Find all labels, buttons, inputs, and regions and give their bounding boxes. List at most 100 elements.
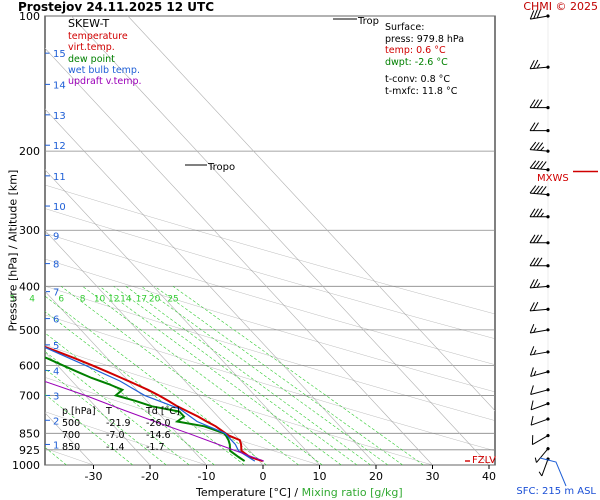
dry-adiabat [45,232,495,365]
wind-barb [529,122,550,133]
x-axis-title-temp: Temperature [°C] / [196,486,302,499]
barb-station [546,433,550,438]
pressure-tick-label: 400 [19,280,40,293]
pressure-tick-label: 1000 [12,459,40,472]
isotherm-line [45,290,207,465]
barb-flag [533,208,539,218]
barb-flag [529,208,536,218]
isotherm-line [45,230,264,465]
barb-flag [533,9,538,19]
altitude-tick-label: 7 [53,288,59,299]
mixing-ratio-label: 3 [9,294,15,304]
barb-half [533,327,537,333]
barb-flag [529,10,535,20]
isotherm-line [45,169,320,465]
barb-station [546,14,550,18]
temp-tick-label: -10 [198,470,216,483]
pressure-tick-label: 925 [19,444,40,457]
barb-flag [529,234,536,244]
temp-tick-label: 30 [426,470,440,483]
y-axis-title: Pressure [hPa] / Altitude [km] [6,169,20,332]
wind-barb [530,385,550,395]
dry-adiabat [45,344,433,465]
barb-flag [529,185,537,194]
mixing-ratio-label: 17 [136,294,147,304]
barb-flag [533,278,539,288]
barb-flag [540,161,547,170]
isotherm-line [45,108,377,465]
legend-item-updraft: updraft v.temp. [68,76,142,88]
barb-flag [531,435,534,445]
mixing-ratio-label: 14 [120,294,132,304]
x-axis-title: Temperature [°C] / Mixing ratio [g/kg] [196,486,403,499]
altitude-tick-label: 11 [53,172,66,183]
barb-station [546,350,550,354]
barb-flag [529,302,535,312]
mixing-ratio-label: 25 [167,294,178,304]
table-row: 700 -7.0 -14.6 [62,430,171,441]
barb-staff [530,389,549,395]
wind-barb [530,400,550,411]
barb-staff [532,435,549,446]
surface-dwpt: dwpt: -2.6 °C [385,56,448,68]
barb-flag [536,208,543,218]
wind-barb [529,301,550,312]
barb-staff [530,371,549,377]
wind-barb [529,234,550,245]
table-row: 500 -21.9 -26.0 [62,418,171,429]
barb-flag [533,59,539,69]
barb-flag [529,279,535,289]
level-table: p [hPa] T Td [°C] 500 -21.9 -26.0 700 -7.0 -14… [62,406,186,454]
pressure-tick-label: 500 [19,324,40,337]
barb-station [546,65,550,69]
barb-half [540,146,545,151]
updraft-curve [45,380,265,462]
barb-half [536,282,541,288]
mixing-ratio-line [154,286,403,465]
mixing-ratio-line [141,286,389,465]
pressure-tick-label: 600 [19,359,40,372]
surface-press: press: 979.8 hPa [385,33,465,45]
barb-station [546,193,550,197]
barb-flag [530,367,534,377]
wet-bulb-curve [45,346,256,462]
barb-staff [530,15,549,20]
temp-tick-label: 20 [369,470,383,483]
isotherm-line [45,47,433,465]
barb-flag [533,142,540,151]
temp-tick-label: 40 [482,470,496,483]
altitude-tick-label: 13 [53,111,66,122]
mixing-ratio-line [61,286,299,465]
barb-flag [533,257,539,267]
legend-title: SKEW-T [68,17,110,30]
barb-staff [530,418,549,426]
mixing-ratio-line [172,286,424,465]
dry-adiabat [45,184,495,315]
barb-half [534,457,537,463]
barb-flag [533,234,539,244]
barb-flag [529,141,537,150]
legend: SKEW-T temperature virt.temp. dew point … [68,18,142,87]
pressure-tick-label: 850 [19,427,40,440]
barb-station [546,149,550,153]
chart-grid [44,15,496,466]
mixing-ratio-label: 8 [80,294,86,304]
surface-tconv: t-conv: 0.8 °C [385,74,451,85]
wind-barb [534,447,550,463]
tropopause-lower-label: Tropo [207,162,235,173]
barb-flag [536,234,543,244]
dry-adiabat [45,285,495,421]
legend-item-temperature: temperature [68,31,128,43]
altitude-tick-label: 15 [53,49,66,60]
wind-barb [530,367,550,377]
fzlv-label: FZLV [472,455,496,466]
altitude-tick-label: 10 [53,202,66,213]
wind-barb [529,160,550,172]
wind-barb [529,346,550,356]
barb-station [546,168,550,172]
dry-adiabat [45,377,320,465]
barb-flag [529,324,535,334]
wind-barb [529,278,550,289]
barb-flag [536,185,544,195]
